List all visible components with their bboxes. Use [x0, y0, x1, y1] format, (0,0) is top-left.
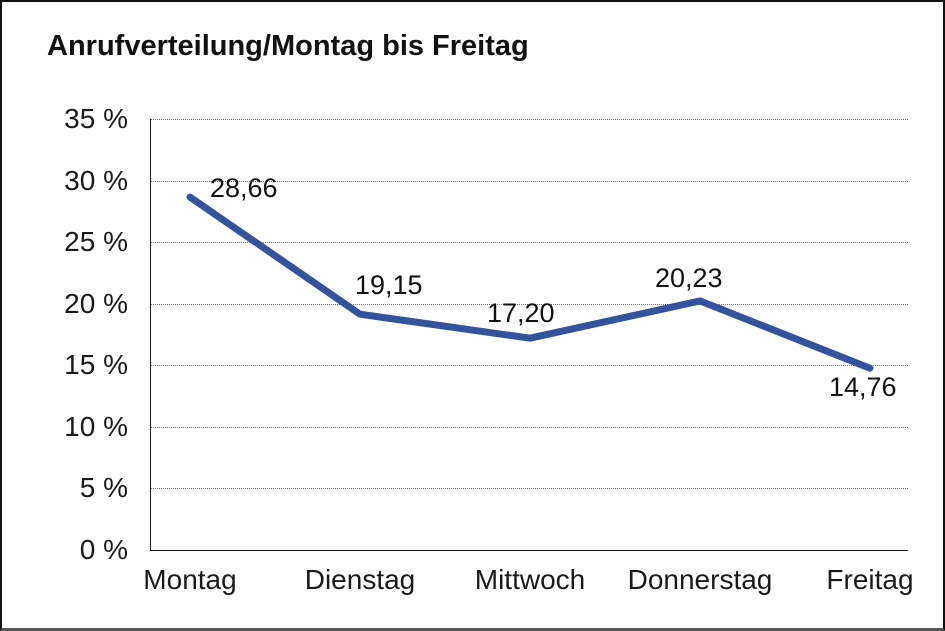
gridline — [151, 426, 908, 428]
y-tick-label: 35 % — [64, 103, 128, 134]
x-axis-label: Donnerstag — [627, 564, 773, 595]
x-axis-label: Mittwoch — [474, 564, 586, 595]
gridline — [151, 488, 908, 490]
gridline — [151, 242, 908, 244]
data-point-label: 28,66 — [210, 173, 278, 204]
data-point-label: 17,20 — [487, 298, 555, 329]
y-tick-label: 10 % — [64, 410, 128, 442]
x-axis-label: Dienstag — [304, 564, 416, 595]
gridline — [151, 119, 908, 120]
y-tick-label: 20 % — [64, 287, 128, 319]
data-point-label: 14,76 — [829, 372, 897, 403]
gridline — [151, 180, 908, 182]
gridline — [151, 365, 908, 367]
data-point-label: 20,23 — [655, 262, 723, 293]
y-tick-label: 5 % — [79, 472, 128, 504]
data-point-label: 19,15 — [355, 270, 423, 301]
chart-title: Anrufverteilung/Montag bis Freitag — [47, 30, 529, 62]
y-tick-label: 30 % — [64, 164, 128, 196]
y-tick-label: 15 % — [64, 349, 128, 381]
y-tick-label: 25 % — [64, 226, 128, 258]
x-axis-label: Montag — [143, 564, 237, 595]
x-axis-label: Freitag — [826, 564, 914, 595]
y-tick-label: 0 % — [79, 534, 128, 565]
